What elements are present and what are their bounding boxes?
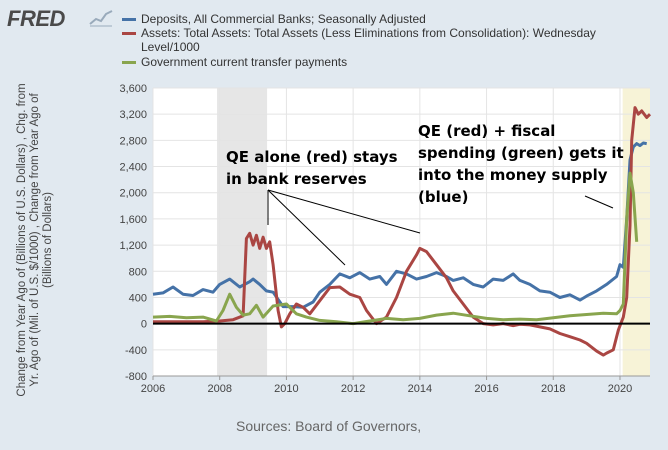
annotation-right-line3: into the money supply — [418, 166, 608, 184]
series-line-transfers — [152, 171, 639, 326]
x-tick-label: 2012 — [341, 383, 365, 395]
x-tick-label: 2016 — [474, 383, 498, 395]
legend-swatch-deposits — [122, 18, 136, 21]
arrow-line-2 — [267, 189, 346, 266]
legend-label-assets: Assets: Total Assets: Total Assets (Less… — [141, 26, 596, 54]
x-tick-label: 2006 — [141, 383, 165, 395]
series-lines — [152, 106, 652, 357]
fred-logo[interactable]: FRED — [7, 6, 65, 31]
annotation-right-line1: QE (red) + fiscal — [418, 122, 555, 140]
annotation-left-line1: QE alone (red) stays — [226, 148, 398, 166]
arrow-line-3 — [267, 189, 421, 234]
y-tick-label: 2,800 — [119, 135, 147, 147]
legend-item-transfers: Government current transfer payments — [122, 55, 661, 69]
series-line-assets — [153, 106, 652, 357]
y-tick-label: 3,600 — [119, 83, 147, 95]
source-note: Sources: Board of Governors, — [236, 418, 422, 434]
y-tick-label: 2,400 — [119, 162, 147, 174]
annotation-right-line2: spending (green) gets it — [418, 144, 624, 162]
y-tick-label: 800 — [129, 266, 147, 278]
x-tick-label: 2014 — [408, 383, 432, 395]
arrow-line-4 — [584, 195, 614, 209]
annotations: QE alone (red) stays in bank reserves QE… — [226, 122, 624, 266]
legend-item-assets: Assets: Total Assets: Total Assets (Less… — [122, 26, 656, 54]
axes: -800 -400 0 400 800 1,200 1,600 2,000 2,400 2,800… — [119, 83, 650, 395]
logo-chart-icon — [88, 8, 114, 28]
x-tick-label: 2010 — [274, 383, 298, 395]
y-tick-label: 400 — [129, 292, 147, 304]
legend-item-deposits: Deposits, All Commercial Banks; Seasonal… — [122, 12, 661, 26]
series-line-deposits — [152, 141, 647, 309]
annotation-left-line2: in bank reserves — [226, 170, 367, 188]
y-tick-label: -800 — [125, 371, 147, 383]
legend-swatch-assets — [122, 32, 136, 35]
x-tick-label: 2018 — [541, 383, 565, 395]
y-tick-label: 0 — [141, 319, 147, 331]
annotation-right-line4: (blue) — [418, 188, 468, 206]
y-tick-label: 3,200 — [119, 109, 147, 121]
chart-svg: -800 -400 0 400 800 1,200 1,600 2,000 2,400 2,800… — [119, 83, 652, 395]
y-tick-label: 2,000 — [119, 188, 147, 200]
legend-label-transfers: Government current transfer payments — [141, 55, 348, 69]
x-tick-label: 2008 — [207, 383, 231, 395]
x-tick-label: 2020 — [608, 383, 632, 395]
legend-swatch-transfers — [122, 61, 136, 64]
y-tick-label: -400 — [125, 345, 147, 357]
y-tick-label: 1,200 — [119, 240, 147, 252]
y-tick-label: 1,600 — [119, 214, 147, 226]
recession-band — [217, 88, 268, 376]
legend-label-deposits: Deposits, All Commercial Banks; Seasonal… — [141, 12, 426, 26]
